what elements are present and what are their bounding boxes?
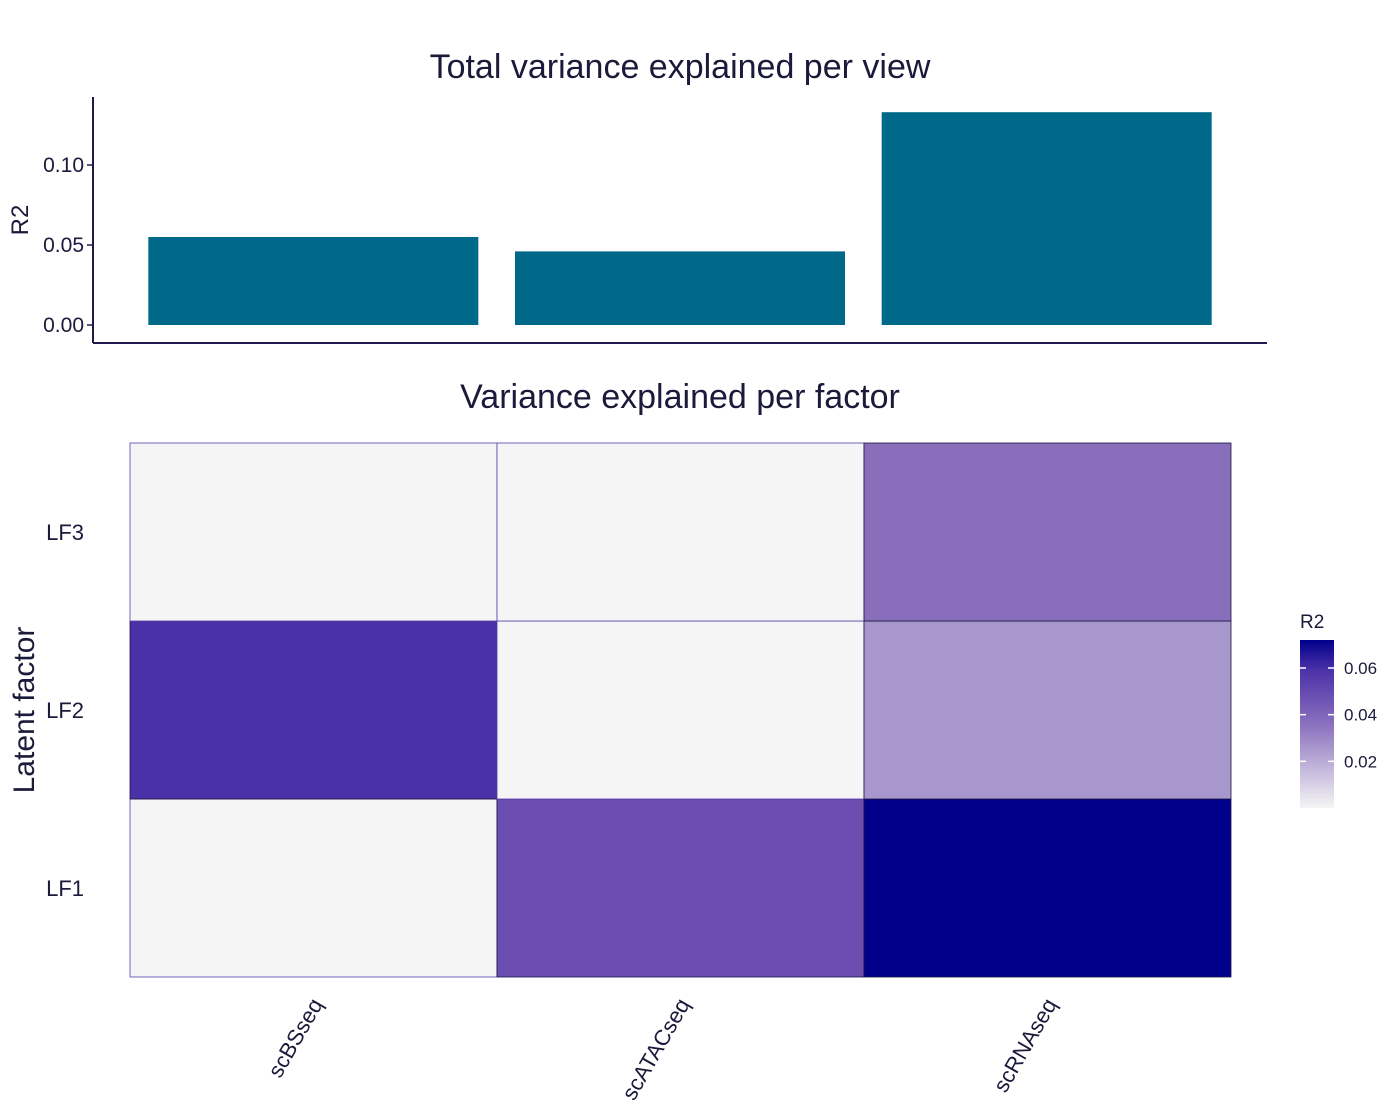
legend-title: R2 xyxy=(1300,612,1324,633)
heatmap-y-tick-labels: LF1 LF2 LF3 xyxy=(46,520,84,901)
bar-chart-y-axis-label: R2 xyxy=(7,205,34,236)
bar-y-tick-label: 0.10 xyxy=(43,154,84,177)
legend-tick-label: 0.06 xyxy=(1344,659,1377,678)
bar-y-tick-label: 0.05 xyxy=(43,234,84,257)
bar-chart-y-ticks: 0.00 0.05 0.10 xyxy=(43,154,93,337)
heatmap-cell-LF1-scBSseq xyxy=(129,798,498,978)
bar-chart-axes xyxy=(92,97,1267,344)
heatmap-y-axis-label: Latent factor xyxy=(8,627,41,794)
bar-scATACseq xyxy=(515,251,845,325)
heatmap-cell-LF1-scATACseq xyxy=(496,798,865,978)
heatmap-y-tick-label: LF2 xyxy=(46,698,84,723)
heatmap-cell-LF2-scBSseq xyxy=(129,620,498,800)
bar-scRNAseq xyxy=(881,112,1212,325)
bar-y-tick-label: 0.00 xyxy=(43,314,84,337)
heatmap-x-tick-labels: scBSseq scATACseq scRNAseq xyxy=(263,994,1062,1104)
heatmap-x-tick-label: scBSseq xyxy=(263,994,328,1082)
legend-tick-label: 0.02 xyxy=(1344,752,1377,771)
heatmap-title: Variance explained per factor xyxy=(460,378,900,416)
bar-scBSseq xyxy=(148,237,479,325)
heatmap-cells xyxy=(129,442,1232,978)
legend-colorbar xyxy=(1300,640,1334,808)
heatmap-y-tick-label: LF1 xyxy=(46,876,84,901)
bar-chart-bars xyxy=(148,112,1212,325)
heatmap-y-tick-label: LF3 xyxy=(46,520,84,545)
heatmap-cell-LF1-scRNAseq xyxy=(863,798,1232,978)
legend-tick-label: 0.04 xyxy=(1344,706,1377,725)
bar-chart-title: Total variance explained per view xyxy=(430,48,931,86)
heatmap-cell-LF2-scATACseq xyxy=(496,620,865,800)
heatmap-cell-LF2-scRNAseq xyxy=(863,620,1232,800)
heatmap-x-tick-label: scATACseq xyxy=(617,994,695,1104)
heatmap-cell-LF3-scRNAseq xyxy=(863,442,1232,622)
heatmap-x-tick-label: scRNAseq xyxy=(988,994,1062,1096)
heatmap-cell-LF3-scBSseq xyxy=(129,442,498,622)
heatmap-cell-LF3-scATACseq xyxy=(496,442,865,622)
legend-ticks: 0.02 0.04 0.06 xyxy=(1300,659,1377,771)
